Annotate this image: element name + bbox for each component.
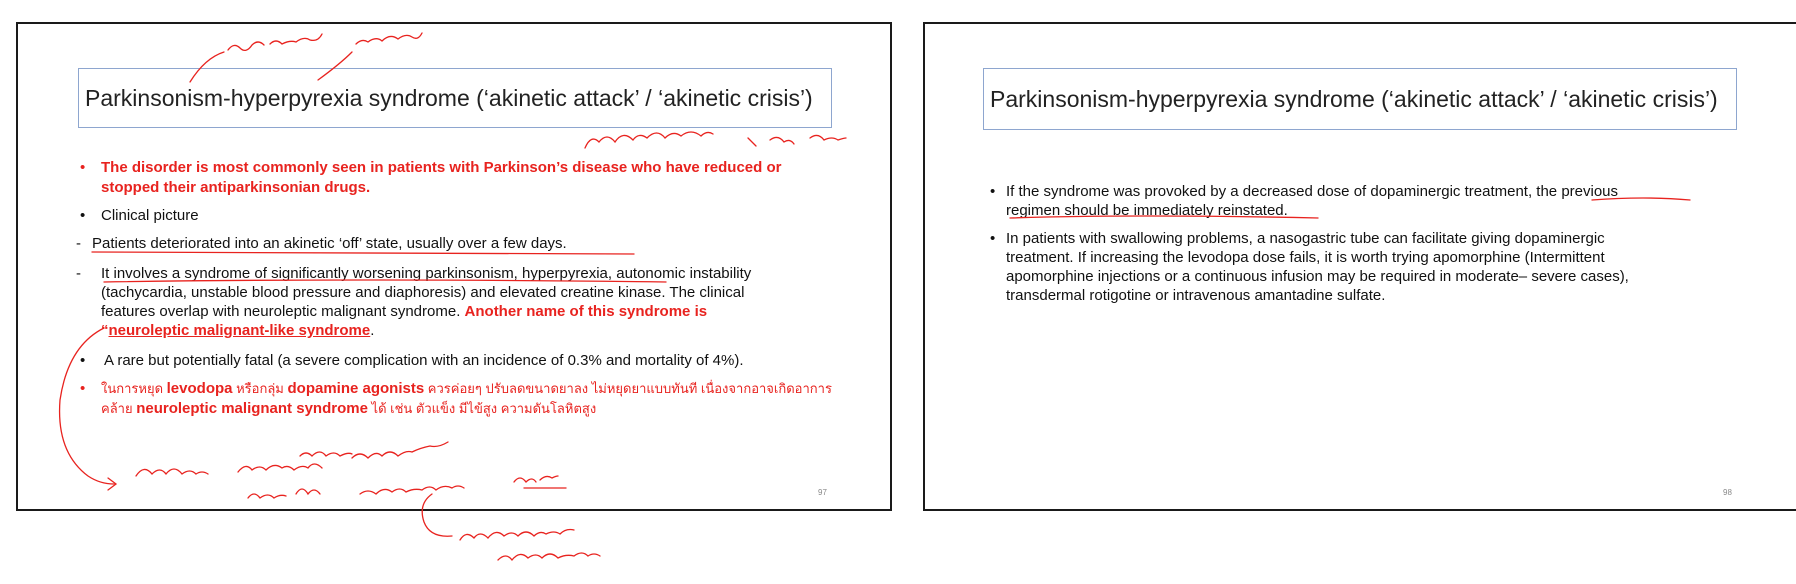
paragraph-syndrome-line2: (tachycardia, unstable blood pressure an… [101,284,745,301]
paragraph-deteriorated: Patients deteriorated into an akinetic ‘… [92,235,567,252]
bullet-dot: • [990,183,996,200]
thai-text: คล้าย [101,401,137,416]
slide-98: Parkinsonism-hyperpyrexia syndrome (‘aki… [923,22,1796,511]
bullet-dot: • [80,207,86,224]
page-number: 97 [818,488,827,497]
previous-text: the previous [1536,183,1619,200]
reinstated-text: regimen should be immediately reinstated [1006,202,1284,219]
nms-term: neuroleptic malignant syndrome [136,400,368,417]
thai-text: ควรค่อยๆ ปรับลดขนาดยาลง ไม่หยุดยาแบบทันท… [424,381,832,396]
slide-title: Parkinsonism-hyperpyrexia syndrome (‘aki… [990,85,1718,112]
bullet-dot: • [80,352,86,369]
dash-marker: - [76,265,81,282]
ink-scribble [459,528,601,562]
thai-text: หรือกลุ่ม [232,381,288,396]
page-number: 98 [1723,488,1732,497]
paragraph-provoked-line1: If the syndrome was provoked by a decrea… [1006,182,1618,201]
period: . [370,322,375,339]
paragraph-syndrome-line4: “neuroleptic malignant-like syndrome. [101,321,374,340]
bullet-dot: • [80,159,86,176]
levodopa-term: levodopa [166,380,233,397]
open-quote: “ [101,322,109,339]
period: . [1283,202,1288,219]
overlap-text: features overlap with neuroleptic malign… [101,303,465,320]
paragraph-swallowing-line4: transdermal rotigotine or intravenous am… [1006,287,1386,304]
dopamine-agonists-term: dopamine agonists [287,380,425,397]
paragraph-provoked-line2: regimen should be immediately reinstated… [1006,201,1288,220]
slide-title-box: Parkinsonism-hyperpyrexia syndrome (‘aki… [983,68,1737,130]
paragraph-thai-line2: คล้าย neuroleptic malignant syndrome ได้… [101,399,596,418]
slide-title-box: Parkinsonism-hyperpyrexia syndrome (‘aki… [78,68,832,128]
syndrome-text: It involves a syndrome of significantly … [101,265,608,282]
paragraph-swallowing-line2: treatment. If increasing the levodopa do… [1006,249,1605,266]
another-name-text: Another name of this syndrome is [464,303,708,320]
paragraph-rare-fatal: A rare but potentially fatal (a severe c… [104,352,744,369]
paragraph-swallowing-line1: In patients with swallowing problems, a … [1006,230,1605,247]
paragraph-disorder-line1: The disorder is most commonly seen in pa… [101,159,782,176]
paragraph-swallowing-line3: apomorphine injections or a continuous i… [1006,268,1629,285]
syndrome-text-cont: , autonomic instability [607,265,752,282]
paragraph-clinical-picture: Clinical picture [101,207,199,224]
dash-marker: - [76,235,81,252]
paragraph-thai-line1: ในการหยุด levodopa หรือกลุ่ม dopamine ag… [101,379,832,398]
paragraph-disorder-line2: stopped their antiparkinsonian drugs. [101,179,371,196]
thai-text: ในการหยุด [101,381,167,396]
paragraph-syndrome-line3: features overlap with neuroleptic malign… [101,302,707,321]
thai-text: ได้ เช่น ตัวแข็ง มีไข้สูง ความดันโลหิตสู… [367,401,597,416]
paragraph-syndrome-line1: It involves a syndrome of significantly … [101,264,751,283]
slide-97: Parkinsonism-hyperpyrexia syndrome (‘aki… [16,22,892,511]
bullet-dot: • [990,230,996,247]
bullet-dot: • [80,380,86,397]
slide-title: Parkinsonism-hyperpyrexia syndrome (‘aki… [85,84,813,111]
provoked-text: If the syndrome was provoked by a decrea… [1006,183,1537,200]
nmls-term: neuroleptic malignant-like syndrome [108,322,371,339]
